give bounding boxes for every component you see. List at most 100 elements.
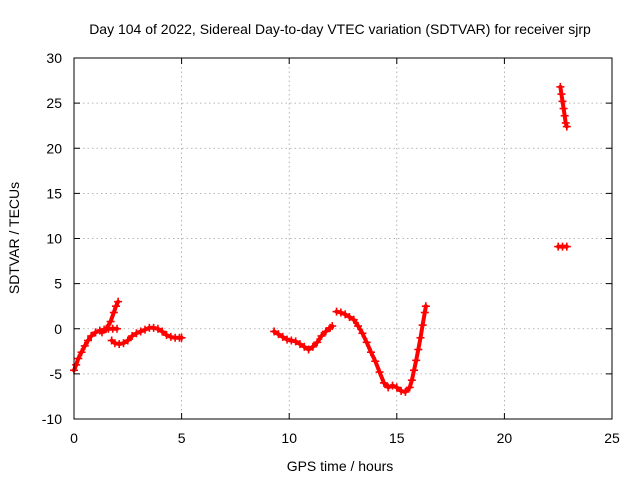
- data-point: [421, 302, 430, 311]
- data-point: [287, 336, 296, 345]
- data-point: [405, 383, 414, 392]
- data-point: [362, 338, 371, 347]
- y-tick-label: 25: [46, 95, 62, 111]
- data-point: [102, 324, 111, 333]
- x-tick-label: 25: [604, 430, 620, 446]
- axis-ticks: [73, 57, 613, 420]
- y-tick-label: 15: [46, 185, 62, 201]
- data-point: [110, 339, 119, 348]
- data-point: [379, 378, 388, 387]
- chart-title: Day 104 of 2022, Sidereal Day-to-day VTE…: [89, 21, 591, 37]
- data-point: [418, 321, 427, 330]
- data-point: [274, 330, 283, 339]
- data-point: [371, 357, 380, 366]
- data-point: [141, 325, 150, 334]
- data-point: [414, 345, 423, 354]
- y-tick-label: 10: [46, 231, 62, 247]
- data-point: [123, 336, 132, 345]
- data-point: [559, 104, 568, 113]
- data-point: [87, 331, 96, 340]
- data-point: [313, 338, 322, 347]
- data-point: [308, 342, 317, 351]
- data-point: [136, 327, 145, 336]
- data-point: [557, 90, 566, 99]
- data-point: [74, 354, 83, 363]
- data-point: [119, 339, 128, 348]
- data-point: [83, 336, 92, 345]
- y-tick-label: 30: [46, 50, 62, 66]
- data-point: [111, 302, 120, 311]
- data-point: [358, 329, 367, 338]
- data-point: [317, 331, 326, 340]
- data-point: [332, 307, 341, 316]
- data-point: [375, 368, 384, 377]
- x-tick-label: 10: [281, 430, 297, 446]
- data-point: [336, 308, 345, 317]
- y-axis-label: SDTVAR / TECUs: [6, 182, 22, 294]
- y-tick-label: -10: [42, 411, 62, 427]
- data-point: [341, 310, 350, 319]
- data-point: [558, 97, 567, 106]
- data-point: [407, 376, 416, 385]
- data-point: [349, 315, 358, 324]
- y-tick-label: 5: [54, 276, 62, 292]
- plot-frame: [73, 57, 613, 420]
- x-axis-label: GPS time / hours: [287, 458, 394, 474]
- y-tick-label: 0: [54, 321, 62, 337]
- data-point: [149, 323, 158, 332]
- data-point: [384, 383, 393, 392]
- data-point: [397, 387, 406, 396]
- data-point: [420, 308, 429, 317]
- data-point: [401, 387, 410, 396]
- data-point: [113, 324, 122, 333]
- data-point: [295, 340, 304, 349]
- data-point: [115, 340, 124, 349]
- data-point: [562, 122, 571, 131]
- data-point: [392, 383, 401, 392]
- data-point: [300, 342, 309, 351]
- data-point: [283, 335, 292, 344]
- data-point: [128, 331, 137, 340]
- x-tick-label: 0: [70, 430, 78, 446]
- grid-lines: [74, 58, 612, 419]
- x-tick-label: 5: [178, 430, 186, 446]
- data-point: [412, 356, 421, 365]
- data-point: [72, 360, 81, 369]
- x-tick-label: 20: [497, 430, 513, 446]
- data-point: [304, 345, 313, 354]
- data-point: [321, 327, 330, 336]
- data-point: [114, 297, 123, 306]
- y-tick-label: -5: [50, 366, 63, 382]
- data-point: [97, 328, 106, 337]
- data-series: [70, 82, 571, 396]
- data-point: [345, 313, 354, 322]
- data-point: [109, 308, 118, 317]
- y-tick-labels: -10 -5 0 5 10 15 20 25 30: [42, 50, 62, 427]
- y-tick-label: 20: [46, 140, 62, 156]
- data-point: [388, 381, 397, 390]
- data-point: [562, 242, 571, 251]
- data-point: [77, 348, 86, 357]
- data-point: [328, 322, 337, 331]
- data-point: [354, 322, 363, 331]
- data-point: [366, 348, 375, 357]
- data-point: [106, 317, 115, 326]
- data-point: [416, 333, 425, 342]
- data-point: [291, 337, 300, 346]
- data-point: [132, 329, 141, 338]
- data-point: [153, 324, 162, 333]
- data-point: [410, 366, 419, 375]
- data-point: [158, 327, 167, 336]
- x-tick-labels: 0 5 10 15 20 25: [70, 430, 620, 446]
- data-point: [556, 82, 565, 91]
- x-tick-label: 15: [389, 430, 405, 446]
- data-point: [278, 332, 287, 341]
- data-point: [560, 111, 569, 120]
- data-point: [80, 341, 89, 350]
- data-point: [166, 332, 175, 341]
- data-point: [561, 118, 570, 127]
- data-point: [177, 333, 186, 342]
- data-point: [270, 327, 279, 336]
- data-point: [162, 331, 171, 340]
